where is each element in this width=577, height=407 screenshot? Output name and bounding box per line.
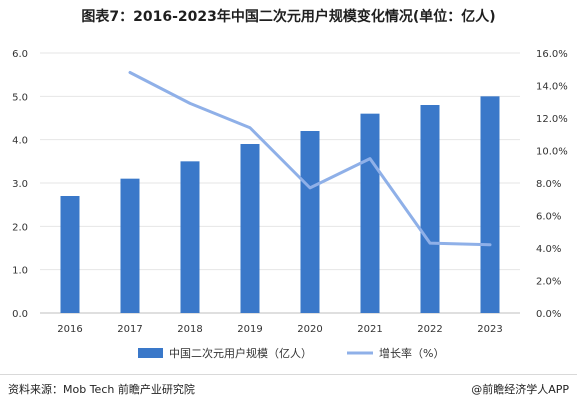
source-note: 资料来源：Mob Tech 前瞻产业研究院 — [8, 383, 195, 396]
x-tick-label: 2017 — [117, 324, 142, 335]
x-tick-label: 2016 — [57, 324, 82, 335]
y-right-tick-label: 0.0% — [536, 309, 561, 320]
y-right-tick-label: 16.0% — [536, 49, 568, 60]
bar — [480, 96, 500, 313]
bar — [240, 144, 260, 313]
y-left-tick-label: 6.0 — [12, 49, 28, 60]
x-tick-label: 2023 — [477, 324, 502, 335]
y-left-tick-label: 1.0 — [12, 266, 28, 277]
legend-label-line: 增长率（%） — [379, 346, 444, 360]
legend-swatch-bar — [138, 348, 163, 358]
growth-rate-point — [308, 186, 312, 190]
growth-rate-point — [488, 243, 492, 246]
legend-label-bar: 中国二次元用户规模（亿人） — [169, 346, 312, 360]
growth-rate-point — [428, 241, 432, 245]
bar — [60, 196, 80, 313]
x-tick-label: 2018 — [177, 324, 202, 335]
y-left-tick-label: 4.0 — [12, 136, 28, 147]
x-tick-label: 2021 — [357, 324, 382, 335]
x-tick-label: 2022 — [417, 324, 442, 335]
y-right-tick-label: 8.0% — [536, 179, 561, 190]
chart-title: 图表7：2016-2023年中国二次元用户规模变化情况(单位：亿人) — [81, 9, 496, 25]
y-left-tick-label: 5.0 — [12, 92, 28, 103]
x-tick-label: 2019 — [237, 324, 262, 335]
y-left-tick-label: 3.0 — [12, 179, 28, 190]
y-right-tick-label: 4.0% — [536, 244, 561, 255]
y-left-tick-label: 2.0 — [12, 222, 28, 233]
bar — [360, 113, 380, 314]
y-right-tick-label: 2.0% — [536, 277, 561, 288]
bar — [120, 178, 140, 313]
growth-rate-point — [248, 126, 252, 129]
y-right-tick-label: 6.0% — [536, 212, 561, 223]
y-right-tick-label: 12.0% — [536, 114, 568, 125]
growth-rate-point — [128, 71, 132, 74]
y-left-tick-label: 0.0 — [12, 309, 28, 320]
y-right-tick-label: 14.0% — [536, 82, 568, 93]
brand-credit: @前瞻经济学人APP — [471, 383, 569, 396]
bar — [420, 105, 440, 313]
growth-rate-point — [368, 157, 372, 160]
y-right-tick-label: 10.0% — [536, 147, 568, 158]
growth-rate-point — [188, 102, 192, 105]
x-tick-label: 2020 — [297, 324, 322, 335]
divider — [0, 374, 577, 375]
bar — [180, 161, 200, 313]
bar — [300, 131, 320, 313]
